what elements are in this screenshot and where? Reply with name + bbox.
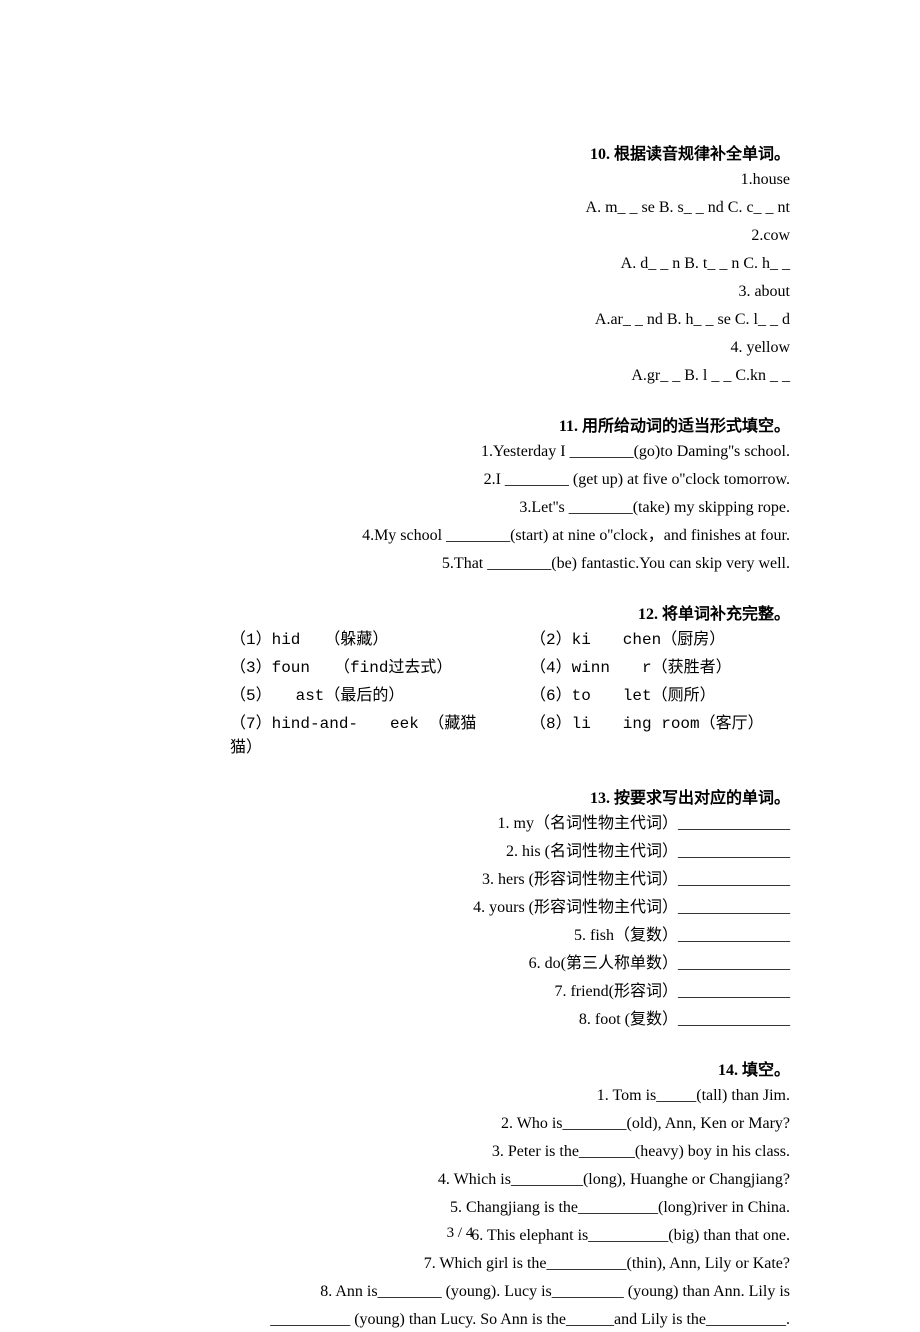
q11-item: 3.Let''s ________(take) my skipping rope…	[130, 496, 790, 520]
q14-item: __________ (young) than Lucy. So Ann is …	[130, 1308, 790, 1332]
q10-item: 1.house	[130, 168, 790, 192]
page-number: 3 / 4	[0, 1225, 920, 1242]
q14-item: 2. Who is________(old), Ann, Ken or Mary…	[130, 1112, 790, 1136]
q11-item: 2.I ________ (get up) at five o''clock t…	[130, 468, 790, 492]
q14-item: 1. Tom is_____(tall) than Jim.	[130, 1084, 790, 1108]
q14-item: 5. Changjiang is the__________(long)rive…	[130, 1196, 790, 1220]
q12-cell-right: （4）winn r（获胜者）	[490, 656, 790, 680]
q11-item: 4.My school ________(start) at nine o''c…	[130, 524, 790, 548]
q12-row: （1）hid （躲藏） （2）ki chen（厨房）	[130, 628, 790, 652]
q10-item: A.ar_ _ nd B. h_ _ se C. l_ _ d	[130, 308, 790, 332]
section-12-heading: 12. 将单词补充完整。	[130, 600, 790, 624]
q10-item: A. m_ _ se B. s_ _ nd C. c_ _ nt	[130, 196, 790, 220]
q10-item: A. d_ _ n B. t_ _ n C. h_ _	[130, 252, 790, 276]
q14-item: 8. Ann is________ (young). Lucy is______…	[130, 1280, 790, 1304]
q13-item: 5. fish（复数）______________	[130, 924, 790, 948]
q12-cell-left: （3）foun （find过去式）	[130, 656, 490, 680]
q14-item: 4. Which is_________(long), Huanghe or C…	[130, 1168, 790, 1192]
q10-item: A.gr_ _ B. l _ _ C.kn _ _	[130, 364, 790, 388]
q12-row: （5） ast（最后的） （6）to let（厕所）	[130, 684, 790, 708]
q12-cell-right: （2）ki chen（厨房）	[490, 628, 790, 652]
q14-item: 7. Which girl is the__________(thin), An…	[130, 1252, 790, 1276]
section-14-heading: 14. 填空。	[130, 1056, 790, 1080]
q12-row: （7）hind-and- eek （藏猫猫） （8）li ing room（客厅…	[130, 712, 790, 760]
q12-cell-left: （7）hind-and- eek （藏猫猫）	[130, 712, 490, 760]
q13-item: 4. yours (形容词性物主代词）______________	[130, 896, 790, 920]
section-10-heading: 10. 根据读音规律补全单词。	[130, 140, 790, 164]
q10-item: 3. about	[130, 280, 790, 304]
q13-item: 2. his (名词性物主代词）______________	[130, 840, 790, 864]
q12-cell-left: （1）hid （躲藏）	[130, 628, 490, 652]
q13-item: 7. friend(形容词）______________	[130, 980, 790, 1004]
q13-item: 8. foot (复数）______________	[130, 1008, 790, 1032]
q12-cell-right: （6）to let（厕所）	[490, 684, 790, 708]
q11-item: 1.Yesterday I ________(go)to Daming''s s…	[130, 440, 790, 464]
section-13-heading: 13. 按要求写出对应的单词。	[130, 784, 790, 808]
section-11-heading: 11. 用所给动词的适当形式填空。	[130, 412, 790, 436]
page-content: 10. 根据读音规律补全单词。 1.house A. m_ _ se B. s_…	[0, 0, 920, 1332]
q14-item: 3. Peter is the_______(heavy) boy in his…	[130, 1140, 790, 1164]
q13-item: 6. do(第三人称单数）______________	[130, 952, 790, 976]
q13-item: 1. my（名词性物主代词）______________	[130, 812, 790, 836]
q12-cell-left: （5） ast（最后的）	[130, 684, 490, 708]
q12-row: （3）foun （find过去式） （4）winn r（获胜者）	[130, 656, 790, 680]
q13-item: 3. hers (形容词性物主代词）______________	[130, 868, 790, 892]
q10-item: 4. yellow	[130, 336, 790, 360]
q10-item: 2.cow	[130, 224, 790, 248]
q12-cell-right: （8）li ing room（客厅）	[490, 712, 790, 760]
q11-item: 5.That ________(be) fantastic.You can sk…	[130, 552, 790, 576]
